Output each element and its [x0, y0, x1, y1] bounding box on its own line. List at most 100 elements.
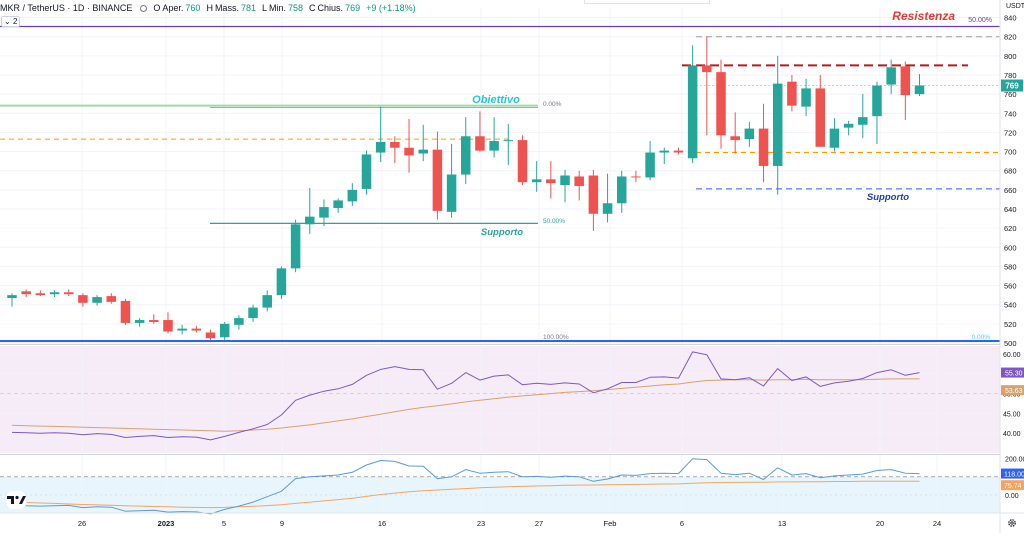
candle-down — [900, 61, 911, 120]
candle-up — [858, 94, 868, 139]
candle-body — [489, 141, 499, 151]
time-tick-label: 13 — [778, 519, 786, 528]
candle-up — [361, 150, 372, 195]
candle-body — [319, 207, 329, 218]
candle-body — [248, 307, 258, 319]
candle-up — [262, 290, 272, 312]
candle-up — [560, 169, 570, 203]
candle-up — [461, 117, 471, 185]
candle-up — [872, 81, 882, 144]
settings-gear-icon[interactable] — [1008, 519, 1016, 527]
candle-down — [815, 75, 826, 147]
candle-body — [744, 128, 755, 140]
rsi-badge-label: 55.30 — [1005, 371, 1023, 378]
candle-body — [177, 328, 187, 331]
candle-down — [106, 293, 117, 304]
candle-body — [305, 216, 315, 225]
osc-badge — [1001, 468, 1024, 479]
candle-body — [900, 66, 911, 96]
candle-up — [531, 161, 542, 192]
fib-0-label: 0.00% — [543, 101, 562, 108]
candle-body — [361, 154, 372, 189]
price-tick-label: 620 — [1004, 224, 1017, 233]
time-tick-label: 24 — [933, 519, 941, 528]
candle-body — [914, 85, 925, 95]
candle-body — [886, 67, 896, 85]
candle-up — [659, 147, 670, 165]
candle-body — [602, 203, 613, 214]
candle-down — [787, 75, 797, 112]
close-key: C — [309, 3, 316, 13]
candle-down — [120, 298, 131, 325]
close-prefix: Chius. — [317, 3, 344, 13]
rsi-line — [11, 351, 920, 441]
candle-body — [546, 179, 556, 184]
rsi-tick-label: 60.00 — [1003, 352, 1021, 359]
price-tick-label: 680 — [1004, 167, 1017, 176]
candle-down — [205, 329, 216, 341]
candle-body — [872, 85, 882, 117]
oscillator-line — [11, 458, 920, 515]
candle-down — [390, 136, 400, 164]
price-tick-label: 580 — [1004, 262, 1017, 271]
symbol-legend: MKR / TetherUS · 1D · BINANCE O Aper. 76… — [0, 0, 416, 16]
candle-body — [730, 136, 740, 141]
chevron-down-icon: ⌄ — [4, 17, 11, 26]
candle-up — [843, 120, 854, 136]
signal-line — [11, 480, 920, 509]
indicator-collapse-button[interactable]: ⌄ 2 — [1, 16, 21, 27]
time-tick-label: 23 — [477, 519, 485, 528]
candle-body — [92, 297, 102, 303]
candle-up — [234, 315, 244, 330]
indicator-count: 2 — [12, 17, 18, 26]
high-key: H — [206, 3, 213, 13]
candle-body — [78, 295, 88, 303]
fib-50-label: 50.00% — [543, 218, 565, 225]
candle-body — [276, 268, 287, 296]
candle-body — [801, 88, 811, 107]
support-label-left: Supporto — [481, 227, 523, 238]
candle-up — [49, 290, 60, 298]
price-tick-label: 700 — [1004, 148, 1017, 157]
rsi-band — [0, 346, 1000, 453]
candle-down — [631, 170, 641, 183]
candle-up — [347, 183, 358, 207]
candle-up — [801, 78, 811, 117]
candle-body — [418, 149, 428, 154]
candle-up — [177, 324, 187, 335]
signal-badge — [1001, 480, 1024, 491]
price-tick-label: 840 — [1004, 14, 1017, 23]
candle-body — [702, 65, 712, 73]
candle-up — [290, 219, 301, 273]
candle-up — [219, 321, 230, 341]
time-tick-label: 5 — [222, 519, 226, 528]
candle-up — [489, 117, 499, 158]
candle-up — [375, 106, 386, 163]
candle-up — [446, 143, 457, 218]
fib-top-label: 50.00% — [968, 17, 992, 24]
rsi-tick-label: 45.00 — [1003, 411, 1021, 418]
price-tick-label: 500 — [1004, 339, 1017, 348]
high-prefix: Mass. — [214, 3, 239, 13]
objective-label: Obiettivo — [472, 94, 520, 106]
candle-body — [390, 142, 400, 148]
top-panel-tab[interactable] — [584, 0, 710, 4]
axis-unit-label: USDT — [1006, 3, 1024, 10]
tradingview-logo-icon[interactable] — [4, 491, 28, 509]
time-tick-label: 16 — [378, 519, 386, 528]
gear-hub — [1010, 521, 1014, 525]
candle-body — [120, 300, 131, 323]
symbol-title[interactable]: MKR / TetherUS · 1D · BINANCE — [0, 3, 133, 13]
candle-down — [475, 111, 485, 152]
rsi-tick-label: 40.00 — [1003, 431, 1021, 438]
candle-up — [7, 293, 17, 307]
candle-down — [63, 289, 74, 297]
candle-up — [886, 59, 896, 95]
low-value: 758 — [288, 3, 304, 13]
candle-body — [631, 176, 641, 178]
osc-badge-label: 118.00 — [1004, 472, 1024, 479]
price-tick-label: 820 — [1004, 33, 1017, 42]
candle-body — [134, 320, 145, 323]
